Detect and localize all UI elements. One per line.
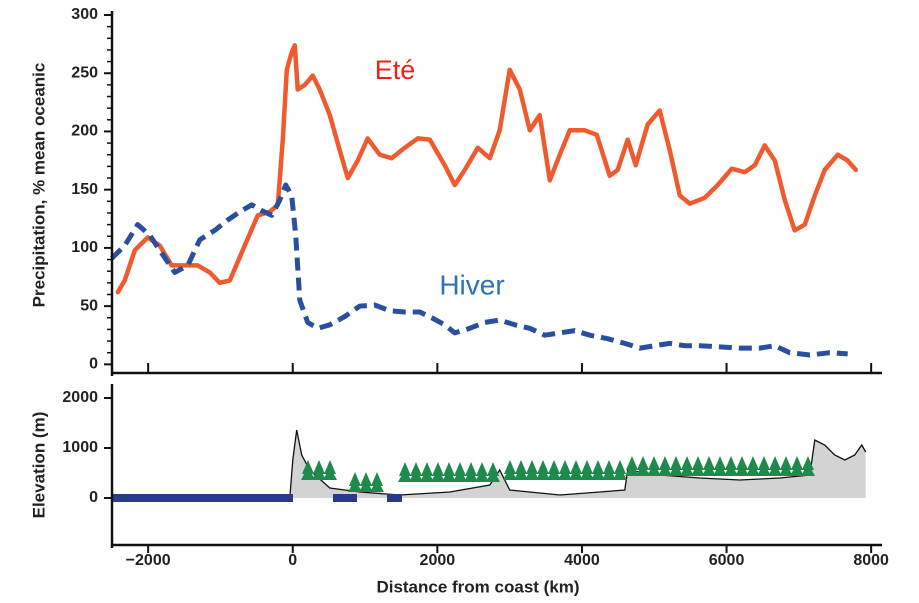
x-tick-label: 2000 [420,552,456,569]
x-tick-label: 4000 [564,552,600,569]
tree [312,467,326,480]
y-tick-label: 300 [71,6,98,23]
tree [398,469,412,482]
tree [547,467,561,480]
tree [536,467,550,480]
ocean [387,494,402,502]
x-tick-label: 6000 [709,552,745,569]
y-tick-label: 1000 [62,439,98,456]
y-tick-label: 2000 [62,389,98,406]
tree [779,463,793,476]
tree [790,463,804,476]
tree [359,479,373,492]
ocean [333,494,357,502]
tree [442,469,456,482]
tree [431,469,445,482]
tree [580,467,594,480]
tree [591,467,605,480]
tree [370,479,384,492]
tree [768,463,782,476]
tree [680,463,694,476]
x-tick-label: 0 [288,552,297,569]
tree [691,463,705,476]
tree [724,463,738,476]
area-fill [289,430,866,498]
tree [323,467,337,480]
tree [735,463,749,476]
tree [453,469,467,482]
y-tick-label: 250 [71,64,98,81]
x-tick-label: 8000 [853,552,889,569]
tree [558,467,572,480]
tree [569,467,583,480]
x-tick-label: −2000 [126,552,171,569]
tree [409,469,423,482]
data-line [115,43,859,295]
tree [625,463,639,476]
tree [486,469,500,482]
tree [746,463,760,476]
series-label: Hiver [439,269,504,300]
tree [613,467,627,480]
tree [702,463,716,476]
tree [801,463,815,476]
tree [669,463,683,476]
tree [503,467,517,480]
ocean [112,494,293,502]
tree [348,479,362,492]
y-tick-label: 0 [89,356,98,373]
tree [420,469,434,482]
tree [301,467,315,480]
series-label: Eté [375,55,416,85]
tree [713,463,727,476]
tree [757,463,771,476]
tree [658,463,672,476]
y-tick-label: 0 [89,489,98,506]
x-axis-label: Distance from coast (km) [376,577,579,596]
y-tick-label: 200 [71,123,98,140]
y-tick-label: 150 [71,181,98,198]
data-line [110,182,848,358]
tree [514,467,528,480]
tree [464,469,478,482]
tree [636,463,650,476]
tree [525,467,539,480]
y-axis-label: Elevation (m) [29,412,48,519]
y-tick-label: 100 [71,239,98,256]
tree [475,469,489,482]
tree [602,467,616,480]
y-tick-label: 50 [80,297,98,314]
y-axis-label: Precipitation, % mean oceanic [29,63,48,308]
tree [647,463,661,476]
